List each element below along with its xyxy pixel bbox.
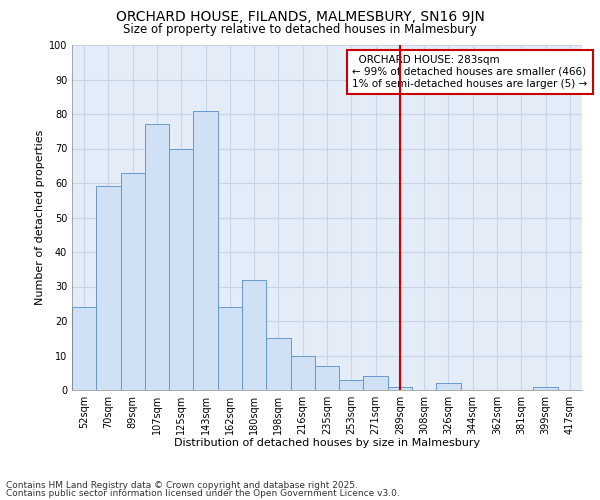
Y-axis label: Number of detached properties: Number of detached properties xyxy=(35,130,44,305)
Bar xyxy=(145,124,169,390)
Bar xyxy=(364,376,388,390)
Bar xyxy=(72,307,96,390)
Bar xyxy=(315,366,339,390)
Text: Contains HM Land Registry data © Crown copyright and database right 2025.: Contains HM Land Registry data © Crown c… xyxy=(6,481,358,490)
Bar xyxy=(290,356,315,390)
X-axis label: Distribution of detached houses by size in Malmesbury: Distribution of detached houses by size … xyxy=(174,438,480,448)
Bar xyxy=(242,280,266,390)
Bar xyxy=(169,148,193,390)
Bar xyxy=(388,386,412,390)
Text: ORCHARD HOUSE: 283sqm
← 99% of detached houses are smaller (466)
1% of semi-deta: ORCHARD HOUSE: 283sqm ← 99% of detached … xyxy=(353,56,588,88)
Bar xyxy=(266,338,290,390)
Bar xyxy=(218,307,242,390)
Bar xyxy=(96,186,121,390)
Bar xyxy=(339,380,364,390)
Bar xyxy=(193,110,218,390)
Bar xyxy=(533,386,558,390)
Text: Size of property relative to detached houses in Malmesbury: Size of property relative to detached ho… xyxy=(123,22,477,36)
Bar xyxy=(436,383,461,390)
Bar xyxy=(121,172,145,390)
Text: Contains public sector information licensed under the Open Government Licence v3: Contains public sector information licen… xyxy=(6,488,400,498)
Text: ORCHARD HOUSE, FILANDS, MALMESBURY, SN16 9JN: ORCHARD HOUSE, FILANDS, MALMESBURY, SN16… xyxy=(116,10,484,24)
